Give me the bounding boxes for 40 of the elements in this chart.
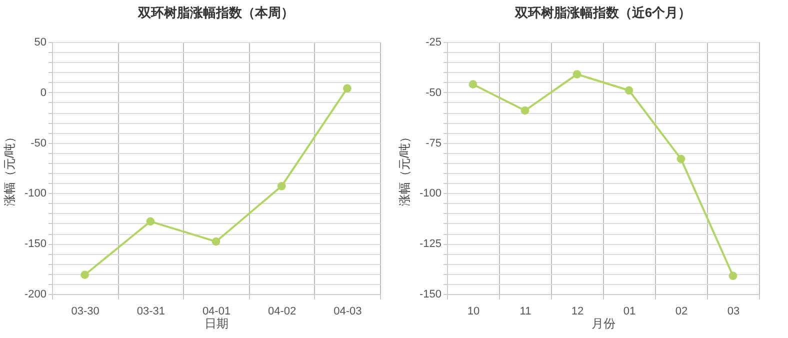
y-tick-label: -100 (24, 188, 46, 200)
y-tick-label: -150 (24, 238, 46, 250)
x-axis-title: 日期 (204, 316, 228, 330)
y-tick-label: 50 (34, 36, 46, 48)
x-tick-label: 03-31 (136, 306, 165, 318)
point (80, 270, 89, 280)
y-tick-label: 0 (40, 86, 46, 99)
point (212, 237, 220, 246)
point (572, 70, 582, 78)
y-tick-label: -50 (426, 86, 442, 99)
y-tick-label: -125 (419, 238, 442, 250)
x-tick-label: 04-03 (334, 306, 362, 318)
chart-title: 双环树脂涨幅指数（本周） (137, 5, 294, 20)
x-tick-label: 11 (520, 306, 532, 318)
y-tick-label: -50 (30, 137, 46, 150)
point (728, 272, 738, 280)
point (277, 182, 286, 190)
y-axis-title: 涨幅（元/吨） (397, 130, 412, 206)
point (468, 80, 478, 89)
y-tick-label: -200 (24, 288, 46, 300)
x-tick-label: 10 (467, 306, 480, 318)
point (520, 106, 530, 115)
point (624, 86, 634, 95)
y-tick-label: -75 (426, 137, 442, 150)
x-tick-label: 03 (727, 306, 740, 318)
x-tick-label: 03-30 (71, 306, 100, 318)
x-tick-label: 04-01 (202, 306, 231, 318)
y-axis-title: 涨幅（元/吨） (2, 130, 16, 206)
x-tick-label: 04-02 (268, 306, 296, 318)
x-axis-title: 月份 (592, 316, 616, 330)
x-tick-label: 01 (623, 306, 636, 318)
point (343, 84, 352, 93)
point (146, 217, 155, 226)
y-tick-label: -100 (419, 188, 442, 200)
chart-title: 双环树脂涨幅指数（近6个月） (514, 5, 692, 20)
point (676, 154, 686, 164)
x-tick-label: 12 (571, 306, 584, 318)
y-tick-label: -150 (419, 288, 442, 300)
x-tick-label: 02 (675, 306, 688, 318)
y-tick-label: -25 (426, 36, 442, 48)
